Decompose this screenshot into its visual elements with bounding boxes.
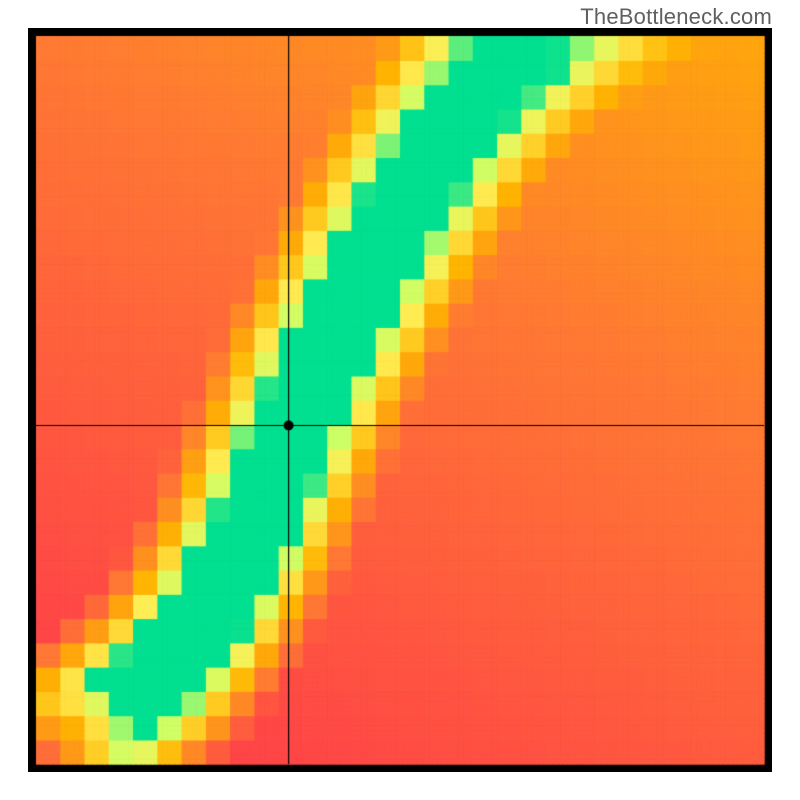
chart-frame [28, 28, 772, 772]
watermark-text: TheBottleneck.com [580, 4, 772, 30]
heatmap-canvas [28, 28, 772, 772]
